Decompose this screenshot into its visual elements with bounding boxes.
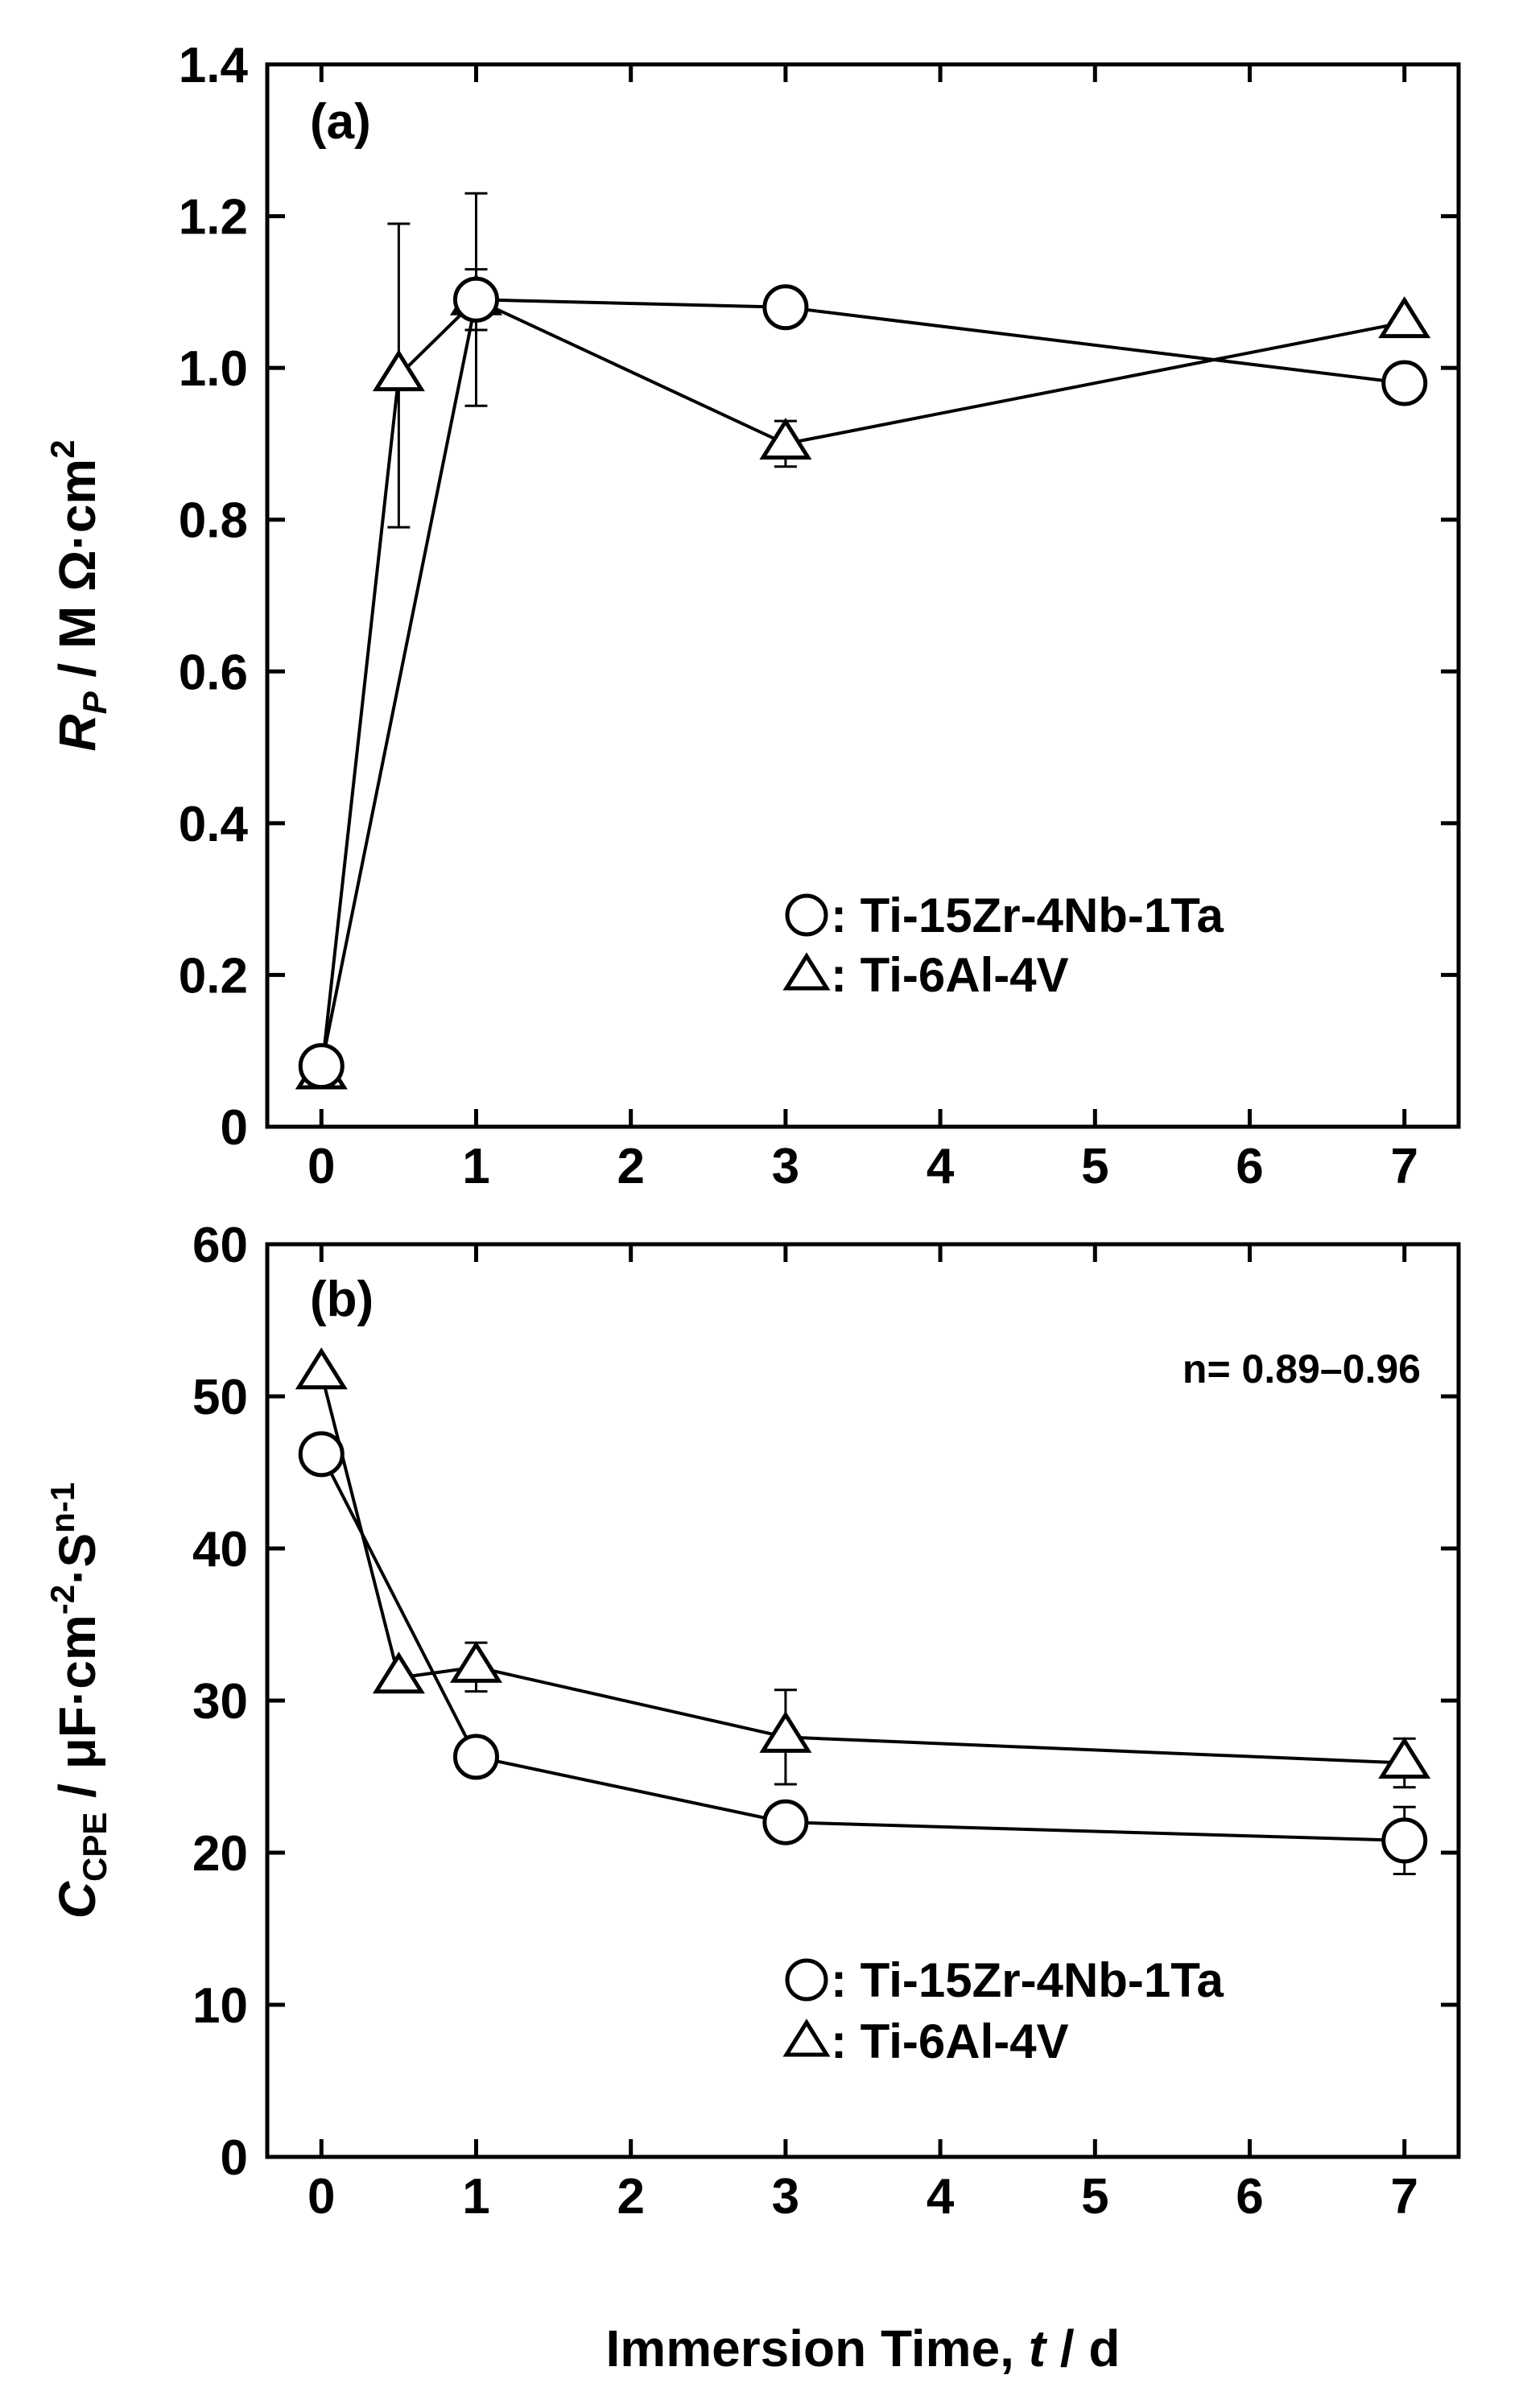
x-tick-label-b: 3: [772, 2169, 799, 2225]
y-tick-label-b: 60: [192, 1218, 248, 1273]
y-tick-label-a: 0.4: [179, 797, 249, 852]
panel-a: 0 1 2 3 4 5 6 7 0 0.2 0.4 0.6 0.8 1.0 1.2 1.4 (a) RP / …: [43, 38, 1461, 1194]
panel-label-a: (a): [310, 94, 371, 150]
legend-a-triangle-marker: [782, 952, 831, 991]
data-point-b-triangle: [449, 1640, 503, 1683]
x-tick-label-b: 4: [927, 2169, 955, 2225]
x-tick-label-a: 0: [307, 1139, 335, 1194]
data-point-a-circle: [298, 1043, 345, 1090]
y-tick-label-a: 0.2: [179, 948, 248, 1004]
y-axis-label-b-sub: CPE: [76, 1812, 114, 1882]
axes-a: 0 1 2 3 4 5 6 7 0 0.2 0.4 0.6 0.8 1.0 1.2 1.4: [179, 38, 1459, 1194]
y-tick-label-a: 1.4: [179, 38, 249, 93]
y-axis-label-a-main: R: [48, 714, 106, 751]
legend-b-circle-label: : Ti-15Zr-4Nb-1Ta: [831, 1953, 1224, 2007]
x-tick-label-b: 0: [307, 2169, 335, 2225]
y-tick-label-a: 0.6: [179, 645, 248, 700]
x-tick-label-a: 2: [617, 1139, 644, 1194]
data-point-a-circle: [762, 284, 809, 331]
data-point-b-circle: [452, 1734, 499, 1780]
y-tick-label-a: 1.2: [179, 190, 248, 245]
y-axis-label-a-rest: / M Ω·cm: [48, 459, 106, 692]
legend-a-circle-marker: [785, 893, 828, 937]
marks-b: [295, 1347, 1431, 1875]
data-point-a-triangle: [759, 417, 812, 460]
legend-b-triangle-marker: [782, 2018, 831, 2057]
y-axis-label-a: RP / M Ω·cm2: [43, 439, 114, 751]
x-axis-label-italic: t: [1029, 2319, 1048, 2377]
x-tick-label-a: 5: [1081, 1139, 1108, 1194]
panel-label-b: (b): [310, 1272, 374, 1327]
data-point-b-triangle: [1378, 1736, 1431, 1779]
y-axis-label-b-sup2: n-1: [43, 1482, 81, 1533]
legend-b: : Ti-15Zr-4Nb-1Ta : Ti-6Al-4V: [782, 1953, 1224, 2068]
y-tick-label-a: 1.0: [179, 341, 248, 397]
data-point-a-circle: [452, 276, 499, 323]
y-tick-label-b: 0: [221, 2130, 248, 2186]
x-tick-label-a: 6: [1236, 1139, 1263, 1194]
y-axis-label-a-sup: 2: [43, 439, 81, 458]
legend-a-circle-label: : Ti-15Zr-4Nb-1Ta: [831, 889, 1224, 942]
x-tick-label-b: 5: [1081, 2169, 1108, 2225]
y-tick-label-a: 0: [221, 1100, 248, 1156]
x-tick-label-a: 7: [1390, 1139, 1418, 1194]
data-point-a-triangle: [1378, 296, 1431, 339]
x-tick-label-b: 1: [462, 2169, 489, 2225]
legend-a-triangle-label: : Ti-6Al-4V: [831, 948, 1069, 1002]
legend-b-circle-marker: [785, 1958, 828, 2002]
series-line-a-circle: [320, 298, 1405, 1066]
y-tick-label-a: 0.8: [179, 493, 248, 549]
x-axis-label-main: Immersion Time,: [606, 2319, 1029, 2377]
y-tick-label-b: 10: [192, 1978, 248, 2034]
data-point-b-circle: [298, 1431, 345, 1478]
x-tick-label-a: 3: [772, 1139, 799, 1194]
data-point-b-triangle: [372, 1651, 425, 1694]
marks-a: [295, 192, 1431, 1090]
series-line-b-circle: [320, 1453, 1405, 1842]
y-tick-label-b: 30: [192, 1674, 248, 1730]
axes-b: 0 1 2 3 4 5 6 7 0 10 20 30 40 50 60: [192, 1218, 1459, 2225]
data-point-b-circle: [1381, 1817, 1428, 1864]
x-tick-label-a: 4: [927, 1139, 955, 1194]
data-point-b-triangle: [759, 1710, 812, 1753]
x-tick-label-b: 7: [1390, 2169, 1418, 2225]
data-point-a-circle: [1381, 360, 1428, 406]
y-axis-label-b-rest1: / μF·cm: [48, 1614, 106, 1812]
y-axis-label-b: CCPE / μF·cm-2·Sn-1: [43, 1482, 114, 1919]
y-axis-label-b-main: C: [48, 1881, 106, 1919]
x-tick-label-a: 1: [462, 1139, 489, 1194]
x-tick-label-b: 6: [1236, 2169, 1263, 2225]
y-tick-label-b: 50: [192, 1370, 248, 1425]
legend-a: : Ti-15Zr-4Nb-1Ta : Ti-6Al-4V: [782, 889, 1224, 1002]
x-tick-label-b: 2: [617, 2169, 644, 2225]
data-point-b-triangle: [295, 1347, 348, 1390]
y-axis-label-b-rest2: ·S: [48, 1533, 106, 1585]
y-axis-label-b-sup1: -2: [43, 1585, 81, 1614]
legend-b-triangle-label: : Ti-6Al-4V: [831, 2014, 1069, 2068]
y-tick-label-b: 40: [192, 1522, 248, 1577]
panel-b: 0 1 2 3 4 5 6 7 0 10 20 30 40 50 60 (b) n= 0.89–0.96 C…: [43, 1218, 1461, 2377]
x-axis-label: Immersion Time, t / d: [606, 2319, 1121, 2377]
data-point-a-triangle: [372, 349, 425, 392]
data-point-b-circle: [762, 1799, 809, 1845]
x-axis-label-rest: / d: [1046, 2319, 1120, 2377]
y-tick-label-b: 20: [192, 1826, 248, 1882]
y-axis-label-a-sub: P: [76, 691, 114, 714]
plot-frame-a: [265, 62, 1461, 1129]
n-range-annotation: n= 0.89–0.96: [1182, 1346, 1421, 1392]
